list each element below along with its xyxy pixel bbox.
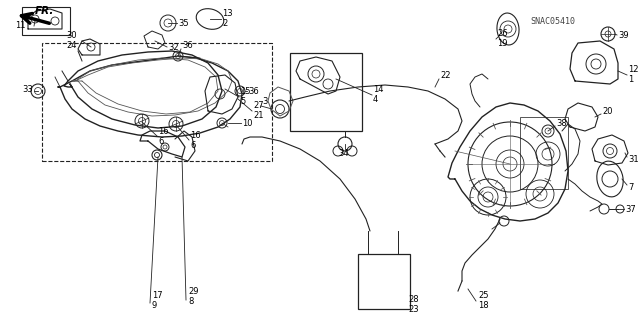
Text: 7: 7 xyxy=(628,182,634,191)
Text: 17: 17 xyxy=(152,291,163,300)
Text: 32: 32 xyxy=(168,42,179,51)
Text: SNAC05410: SNAC05410 xyxy=(530,17,575,26)
Text: 38: 38 xyxy=(556,120,567,129)
Text: 36: 36 xyxy=(182,41,193,50)
Text: 4: 4 xyxy=(373,94,378,103)
Text: 10: 10 xyxy=(242,118,253,128)
Bar xyxy=(22,7,70,35)
Text: 29: 29 xyxy=(188,286,198,295)
Text: 19: 19 xyxy=(497,39,508,48)
Bar xyxy=(520,117,568,189)
Text: 34: 34 xyxy=(338,149,349,158)
Text: 24: 24 xyxy=(66,41,77,49)
Text: 33: 33 xyxy=(22,85,33,93)
Text: 18: 18 xyxy=(478,300,488,309)
Text: 23: 23 xyxy=(408,305,419,314)
Text: 36: 36 xyxy=(248,86,259,95)
Text: 16: 16 xyxy=(158,127,168,136)
Bar xyxy=(290,53,362,131)
Text: 30: 30 xyxy=(66,31,77,40)
Text: 16: 16 xyxy=(190,130,200,139)
Text: 8: 8 xyxy=(188,296,193,306)
Text: 21: 21 xyxy=(253,110,264,120)
Text: FR.: FR. xyxy=(35,6,54,16)
Text: 22: 22 xyxy=(440,70,451,79)
Text: 14: 14 xyxy=(373,85,383,93)
Text: 6: 6 xyxy=(190,140,195,150)
Text: 2: 2 xyxy=(222,19,227,27)
Bar xyxy=(358,254,410,309)
Text: 39: 39 xyxy=(618,31,628,40)
Text: 35: 35 xyxy=(178,19,189,27)
Text: 15: 15 xyxy=(240,86,250,95)
Text: 37: 37 xyxy=(625,204,636,213)
Text: 20: 20 xyxy=(602,107,612,115)
Text: 25: 25 xyxy=(478,291,488,300)
Text: 9: 9 xyxy=(152,300,157,309)
Text: 12: 12 xyxy=(628,64,639,73)
Text: 13: 13 xyxy=(222,9,232,18)
Text: 31: 31 xyxy=(628,154,639,164)
Text: 5: 5 xyxy=(240,97,245,106)
Bar xyxy=(42,43,272,161)
Text: 28: 28 xyxy=(408,294,419,303)
Text: 27: 27 xyxy=(253,100,264,109)
Text: 6: 6 xyxy=(158,137,163,145)
Text: 3: 3 xyxy=(262,97,268,106)
Text: 26: 26 xyxy=(497,28,508,38)
Text: 11: 11 xyxy=(15,21,26,31)
Text: 1: 1 xyxy=(628,75,633,84)
